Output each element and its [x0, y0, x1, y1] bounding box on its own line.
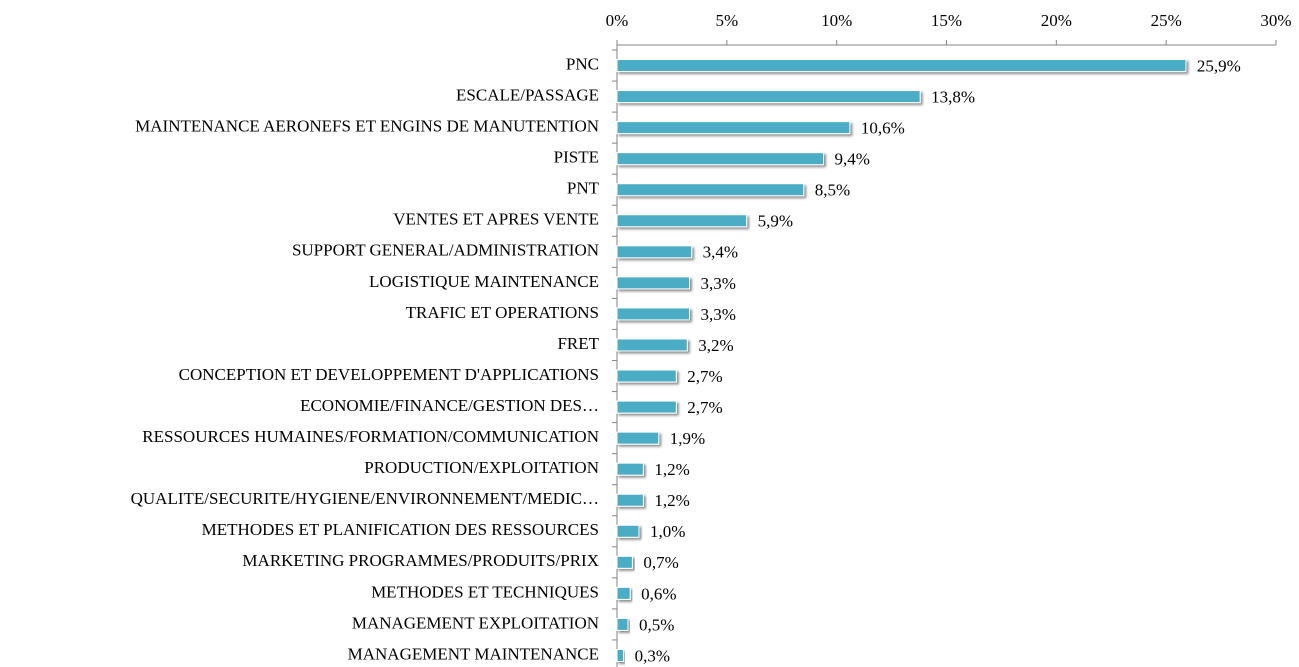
value-label: 13,8% [931, 87, 975, 106]
value-label: 8,5% [815, 181, 850, 200]
value-label: 1,9% [670, 429, 705, 448]
y-tick-label: MARKETING PROGRAMMES/PRODUITS/PRIX [242, 551, 599, 570]
bar [616, 245, 693, 259]
value-label: 2,7% [687, 367, 722, 386]
bar [616, 493, 644, 507]
bar [616, 121, 851, 135]
bar [616, 369, 677, 383]
bar [616, 183, 805, 197]
x-tick-label: 5% [715, 11, 738, 30]
value-label: 0,3% [635, 646, 670, 665]
y-tick-label: PISTE [554, 148, 599, 167]
x-tick-label: 20% [1041, 11, 1072, 30]
y-tick-label: PNC [566, 54, 599, 73]
bar [616, 152, 824, 166]
bar [616, 431, 660, 445]
value-label: 1,2% [654, 491, 689, 510]
bar [616, 307, 690, 321]
bar [616, 276, 690, 290]
bar [616, 586, 631, 600]
x-tick-label: 15% [931, 11, 962, 30]
y-tick-label: PRODUCTION/EXPLOITATION [364, 458, 599, 477]
y-tick-label: LOGISTIQUE MAINTENANCE [369, 272, 599, 291]
bar [616, 400, 677, 414]
bar [616, 338, 688, 352]
value-label: 3,4% [703, 243, 738, 262]
value-label: 10,6% [861, 119, 905, 138]
x-tick-label: 0% [606, 11, 629, 30]
y-tick-label: MANAGEMENT EXPLOITATION [352, 613, 599, 632]
bar [616, 90, 921, 104]
bar [616, 648, 625, 662]
y-tick-label: VENTES ET APRES VENTE [393, 210, 599, 229]
value-label: 3,3% [700, 305, 735, 324]
value-label: 1,0% [650, 522, 685, 541]
value-label: 2,7% [687, 398, 722, 417]
y-tick-label: METHODES ET PLANIFICATION DES RESSOURCES [202, 520, 599, 539]
value-label: 0,7% [643, 553, 678, 572]
x-tick-label: 10% [821, 11, 852, 30]
y-tick-label: ECONOMIE/FINANCE/GESTION DES… [300, 396, 599, 415]
bar [616, 617, 629, 631]
y-tick-label: TRAFIC ET OPERATIONS [406, 303, 599, 322]
bar [616, 524, 640, 538]
x-tick-label: 25% [1151, 11, 1182, 30]
value-label: 9,4% [834, 150, 869, 169]
y-tick-label: FRET [557, 334, 599, 353]
value-label: 1,2% [654, 460, 689, 479]
y-tick-label: MAINTENANCE AERONEFS ET ENGINS DE MANUTE… [135, 117, 599, 136]
y-tick-label: PNT [567, 179, 600, 198]
bar [616, 214, 748, 228]
value-label: 0,5% [639, 615, 674, 634]
y-tick-label: RESSOURCES HUMAINES/FORMATION/COMMUNICAT… [142, 427, 599, 446]
y-tick-label: SUPPORT GENERAL/ADMINISTRATION [292, 241, 599, 260]
bar [616, 555, 633, 569]
value-label: 3,2% [698, 336, 733, 355]
y-tick-label: CONCEPTION ET DEVELOPPEMENT D'APPLICATIO… [179, 365, 599, 384]
value-label: 3,3% [700, 274, 735, 293]
value-label: 25,9% [1197, 56, 1241, 75]
y-tick-label: MANAGEMENT MAINTENANCE [348, 644, 599, 663]
y-tick-label: QUALITE/SECURITE/HYGIENE/ENVIRONNEMENT/M… [131, 489, 599, 508]
y-tick-label: METHODES ET TECHNIQUES [371, 582, 599, 601]
bar [616, 462, 644, 476]
value-label: 0,6% [641, 584, 676, 603]
bar [616, 59, 1187, 73]
y-tick-label: ESCALE/PASSAGE [456, 85, 599, 104]
x-tick-label: 30% [1260, 11, 1291, 30]
value-label: 5,9% [758, 212, 793, 231]
